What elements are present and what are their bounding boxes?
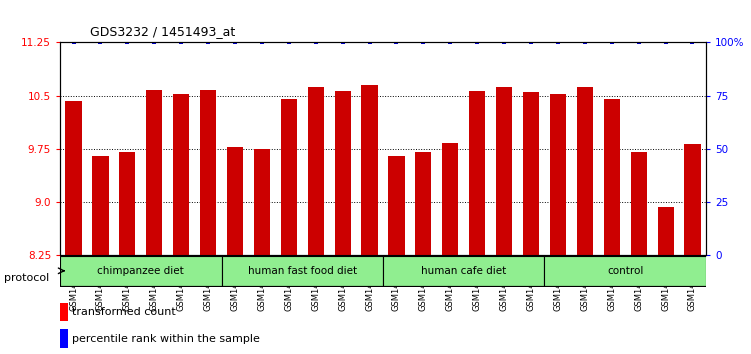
Point <box>686 40 698 45</box>
Bar <box>544 256 706 286</box>
Bar <box>222 256 383 286</box>
Bar <box>308 87 324 255</box>
Point <box>122 40 134 45</box>
Point <box>68 40 80 45</box>
Bar <box>60 303 68 321</box>
Point <box>363 40 376 45</box>
Text: protocol: protocol <box>4 273 49 283</box>
Bar <box>577 87 593 255</box>
Bar <box>60 256 222 286</box>
Bar <box>200 90 216 255</box>
Bar <box>388 156 405 255</box>
Point <box>229 40 241 45</box>
Bar <box>227 147 243 255</box>
Bar <box>604 99 620 255</box>
Text: transformed count: transformed count <box>71 307 176 317</box>
Bar <box>60 329 68 348</box>
Point <box>552 40 564 45</box>
Bar <box>684 144 701 255</box>
Point <box>256 40 268 45</box>
Point <box>336 40 348 45</box>
Bar <box>254 149 270 255</box>
Bar <box>631 152 647 255</box>
Point <box>148 40 160 45</box>
Bar <box>281 99 297 255</box>
Bar <box>442 143 458 255</box>
Bar <box>657 207 674 255</box>
Bar <box>65 101 82 255</box>
Bar <box>334 91 351 255</box>
Bar <box>119 152 135 255</box>
Bar <box>92 156 108 255</box>
Text: human fast food diet: human fast food diet <box>248 266 357 276</box>
Point <box>309 40 321 45</box>
Point <box>391 40 403 45</box>
Bar <box>173 94 189 255</box>
Point <box>95 40 107 45</box>
Point <box>498 40 510 45</box>
Text: chimpanzee diet: chimpanzee diet <box>98 266 184 276</box>
Bar <box>496 87 512 255</box>
Bar <box>361 85 378 255</box>
Bar <box>469 91 485 255</box>
Point <box>606 40 618 45</box>
Point <box>445 40 457 45</box>
Point <box>471 40 483 45</box>
Text: control: control <box>607 266 644 276</box>
Bar <box>383 256 544 286</box>
Bar <box>146 90 162 255</box>
Text: GDS3232 / 1451493_at: GDS3232 / 1451493_at <box>90 25 235 38</box>
Point <box>418 40 430 45</box>
Text: human cafe diet: human cafe diet <box>421 266 506 276</box>
Text: percentile rank within the sample: percentile rank within the sample <box>71 334 260 344</box>
Point <box>283 40 295 45</box>
Point <box>632 40 644 45</box>
Bar <box>523 92 539 255</box>
Point <box>579 40 591 45</box>
Bar <box>415 152 431 255</box>
Point <box>525 40 537 45</box>
Point <box>175 40 187 45</box>
Point <box>202 40 214 45</box>
Point <box>659 40 671 45</box>
Bar <box>550 94 566 255</box>
